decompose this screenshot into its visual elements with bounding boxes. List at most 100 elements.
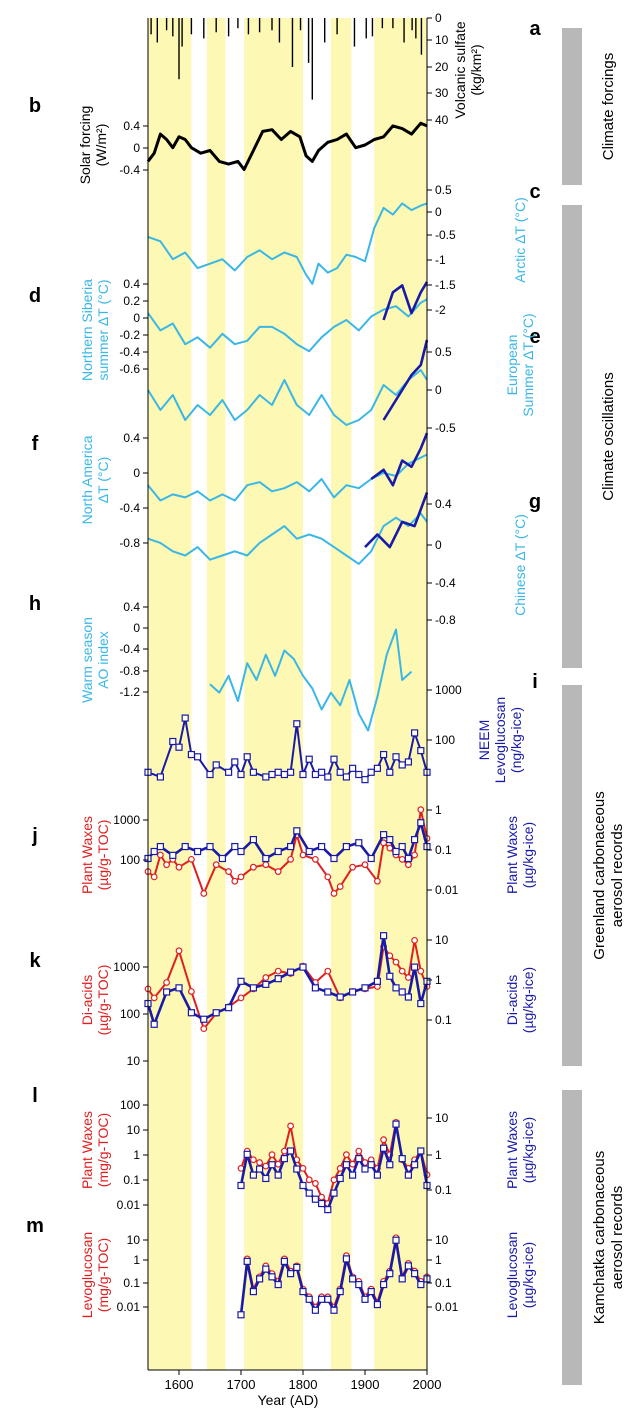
- point-k-1-7: [225, 1004, 233, 1012]
- point-i-0-37: [404, 758, 412, 766]
- point-j-0-5: [175, 863, 183, 871]
- j-right-tick-label-1: 0.1: [435, 843, 452, 857]
- point-l-1-27: [404, 1171, 412, 1179]
- point-j-0-7: [200, 890, 208, 897]
- point-j-0-22: [349, 863, 357, 871]
- point-l-0-15: [330, 1176, 338, 1184]
- point-l-0-2: [249, 1156, 257, 1164]
- panel-a-axis-title-line-1: (kg/km²): [468, 44, 484, 95]
- point-j-0-14: [274, 868, 282, 875]
- point-k-1-19: [373, 977, 381, 985]
- l-right-axis-title-line-0: Plant Waxes: [504, 1111, 520, 1189]
- panel-l-tick-label-4: 0.01: [117, 1198, 141, 1212]
- group-label-2: Greenland carbonaceous aerosol records: [591, 791, 626, 959]
- point-i-0-13: [249, 768, 257, 776]
- point-m-1-1: [243, 1257, 251, 1265]
- panel-a-tick-label-2: 20: [435, 60, 449, 74]
- panel-h-tick-label-3: -0.8: [119, 664, 140, 678]
- point-j-0-21: [336, 883, 344, 890]
- point-j-1-13: [287, 842, 295, 851]
- point-j-1-11: [262, 854, 270, 863]
- x-axis-title: Year (AD): [258, 1392, 319, 1408]
- panel-letter-a: a: [529, 18, 541, 40]
- point-l-0-3: [256, 1159, 264, 1166]
- point-j-0-3: [163, 861, 171, 869]
- point-k-1-26: [417, 999, 425, 1008]
- panel-d-axis-title: Northern Siberia summer ΔT (°C): [79, 279, 111, 381]
- point-m-1-13: [318, 1295, 326, 1303]
- panel-g-tick-label-3: -0.8: [435, 613, 456, 627]
- point-k-1-25: [411, 963, 419, 971]
- point-k-0-11: [274, 967, 282, 975]
- point-j-0-2: [156, 851, 164, 859]
- panel-f-axis-title-line-1: ΔT (°C): [95, 457, 111, 504]
- point-j-1-21: [380, 831, 388, 839]
- series-layer: [144, 18, 431, 1319]
- shaded-period-4: [374, 18, 427, 1370]
- panel-letter-f: f: [32, 433, 39, 455]
- point-k-1-22: [392, 984, 400, 992]
- point-j-1-12: [274, 847, 282, 856]
- group-label-2-line-0: Greenland carbonaceous: [591, 791, 608, 959]
- point-l-1-1: [243, 1150, 251, 1158]
- point-i-0-19: [293, 720, 301, 728]
- panel-g-axis-title: Chinese ΔT (°C): [512, 514, 528, 616]
- shaded-period-3: [330, 18, 352, 1370]
- point-i-0-17: [280, 770, 288, 779]
- point-i-0-25: [330, 755, 338, 763]
- panel-i-axis-title-line-2: (ng/kg-ice): [508, 707, 524, 773]
- point-j-1-16: [318, 842, 326, 851]
- point-j-1-9: [237, 847, 245, 856]
- point-k-1-9: [249, 984, 257, 992]
- panel-g-tick-label-1: 0: [435, 538, 442, 552]
- point-m-1-18: [349, 1275, 357, 1283]
- point-i-0-8: [212, 761, 220, 769]
- group-label-2-line-1: aerosol records: [609, 824, 626, 927]
- panel-a-axis-title-line-0: Volcanic sulfate: [452, 21, 468, 118]
- point-j-0-20: [330, 890, 338, 897]
- point-j-1-17: [330, 854, 338, 863]
- point-l-1-6: [274, 1171, 282, 1179]
- point-k-0-1: [150, 994, 158, 1002]
- series-e-0: [147, 369, 428, 426]
- point-k-1-15: [324, 988, 332, 996]
- point-l-1-4: [262, 1174, 270, 1183]
- x-tick-label-1900: 1900: [351, 1377, 380, 1392]
- point-m-1-21: [367, 1287, 375, 1296]
- point-j-0-18: [312, 855, 319, 863]
- panel-l-axis-title-line-0: Plant Waxes: [79, 1111, 95, 1189]
- panel-k-axis-title-line-1: (µg/g-TOC): [95, 965, 111, 1036]
- point-l-0-10: [299, 1164, 307, 1172]
- point-l-0-19: [355, 1147, 363, 1155]
- point-k-1-14: [311, 984, 319, 992]
- panel-h-tick-label-4: -1.2: [119, 685, 140, 699]
- point-j-0-23: [361, 861, 369, 869]
- panel-d-tick-label-0: 0.4: [123, 277, 140, 291]
- point-m-1-12: [311, 1306, 319, 1314]
- point-j-0-12: [249, 863, 257, 871]
- panel-f-tick-label-1: 0: [133, 466, 140, 480]
- point-k-1-24: [404, 993, 412, 1001]
- panel-c-tick-label-2: -0.5: [435, 228, 456, 242]
- panel-k-axis-title-line-0: Di-acids: [79, 975, 95, 1026]
- panel-b-tick-label-0: 0.4: [123, 119, 140, 133]
- panel-e-tick-label-1: 0: [435, 383, 442, 397]
- panel-l-tick-label-0: 100: [120, 1098, 140, 1112]
- x-tick-label-1700: 1700: [227, 1377, 256, 1392]
- panel-letter-l: l: [32, 1085, 38, 1107]
- point-i-0-30: [361, 776, 369, 784]
- series-e-1: [382, 339, 429, 421]
- group-label-0: Climate forcings: [600, 53, 617, 161]
- point-i-0-3: [175, 743, 183, 751]
- point-i-0-1: [156, 773, 164, 781]
- point-m-1-19: [355, 1280, 363, 1289]
- point-j-0-30: [411, 851, 419, 859]
- point-l-1-19: [355, 1155, 363, 1163]
- point-i-0-14: [262, 773, 270, 781]
- point-j-0-11: [237, 873, 245, 881]
- x-tick-label-1800: 1800: [289, 1377, 318, 1392]
- panel-h-axis-title: Warm season AO index: [79, 617, 111, 703]
- point-k-1-6: [212, 1009, 220, 1017]
- point-m-1-17: [342, 1255, 350, 1263]
- point-k-0-22: [392, 958, 400, 966]
